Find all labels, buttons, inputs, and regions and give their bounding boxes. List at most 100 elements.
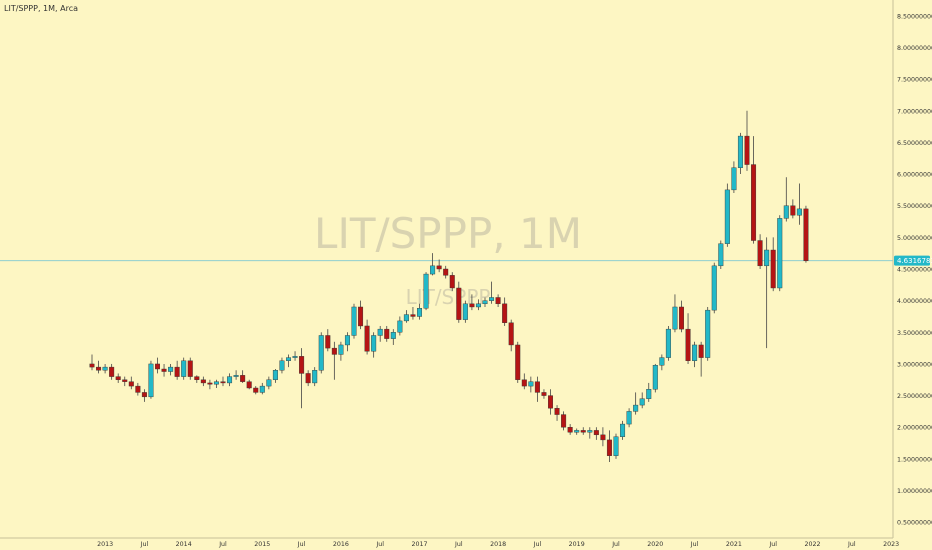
x-tick-label: Jul	[297, 541, 306, 548]
candle-body-up	[351, 306, 357, 336]
candle-body-down	[534, 381, 540, 393]
candle-body-up	[423, 273, 429, 309]
candle-body-down	[96, 366, 102, 371]
candle-body-up	[403, 314, 409, 322]
candle-body-up	[377, 328, 383, 336]
x-tick-label: 2022	[804, 541, 820, 548]
candle-body-down	[554, 408, 560, 415]
candle	[344, 332, 350, 352]
candle	[266, 376, 272, 390]
candle-body-down	[174, 366, 180, 377]
y-tick-label: 8.000000000	[897, 45, 932, 52]
candle-body-up	[292, 356, 298, 358]
candle	[751, 136, 757, 244]
last-price-tag-bg	[894, 255, 930, 266]
candle-body-up	[665, 328, 671, 358]
candle-body-up	[574, 430, 580, 433]
x-tick-label: 2020	[647, 541, 663, 548]
candle-body-up	[259, 385, 265, 393]
candle-body-down	[757, 240, 763, 267]
candle	[783, 177, 789, 222]
candle-body-up	[692, 344, 698, 361]
candle-body-down	[770, 249, 776, 289]
candle-body-down	[803, 208, 809, 261]
candle	[679, 300, 685, 333]
candle-body-up	[737, 135, 743, 168]
candle	[705, 306, 711, 361]
candle	[587, 427, 593, 439]
candle-body-up	[233, 375, 239, 377]
candle	[521, 373, 527, 390]
candle-body-up	[718, 243, 724, 267]
candle	[606, 430, 612, 463]
candle	[436, 259, 442, 273]
candle-body-down	[207, 382, 213, 385]
last-price-tag: 4.63167832	[894, 255, 932, 266]
candle	[718, 240, 724, 269]
x-tick-label: 2016	[333, 541, 349, 548]
candle	[796, 183, 802, 225]
candle	[89, 354, 95, 371]
candle-body-down	[561, 414, 567, 428]
candle-body-up	[528, 381, 534, 387]
y-tick-label: 6.000000000	[897, 172, 932, 179]
candle-body-up	[213, 381, 219, 385]
candle	[325, 329, 331, 352]
candle-body-up	[102, 366, 108, 371]
candle	[292, 351, 298, 361]
candle	[115, 373, 121, 383]
candle-body-up	[390, 332, 396, 339]
candle	[390, 329, 396, 345]
candle	[187, 357, 193, 380]
y-tick-label: 1.500000000	[897, 456, 932, 463]
candle	[410, 306, 416, 320]
candle	[371, 332, 377, 358]
candle	[593, 427, 599, 440]
candle	[692, 341, 698, 368]
x-tick-label: Jul	[690, 541, 699, 548]
x-tick-label: 2023	[883, 541, 899, 548]
candle	[731, 161, 737, 194]
candle-body-up	[659, 357, 665, 366]
candle	[541, 389, 547, 399]
candle-body-up	[796, 208, 802, 216]
candle-body-up	[417, 308, 423, 317]
candle-body-up	[633, 404, 639, 412]
candle-body-up	[266, 379, 272, 387]
candle-body-down	[246, 381, 252, 389]
candle-body-up	[286, 357, 292, 361]
candle-body-down	[790, 205, 796, 216]
candle-body-down	[600, 434, 606, 441]
candle	[194, 375, 200, 383]
candle	[299, 348, 305, 409]
watermark-main: LIT/SPPP, 1M	[314, 209, 582, 258]
candle-body-up	[731, 167, 737, 191]
candle-body-down	[89, 363, 95, 368]
x-tick-label: 2019	[569, 541, 585, 548]
candle-body-down	[744, 135, 750, 165]
candle-body-down	[240, 375, 246, 382]
candle	[141, 389, 147, 402]
candle-body-up	[475, 303, 481, 308]
candle-body-down	[580, 430, 586, 433]
candle-body-down	[502, 303, 508, 324]
candle-body-down	[515, 344, 521, 380]
y-tick-label: 3.500000000	[897, 330, 932, 337]
candle-body-down	[299, 356, 305, 374]
candle	[757, 234, 763, 269]
candle-body-up	[312, 370, 318, 384]
candle	[200, 376, 206, 387]
candle-body-up	[652, 365, 658, 390]
candle	[574, 428, 580, 435]
candle	[711, 262, 717, 314]
candle-body-up	[711, 265, 717, 311]
candle-body-up	[587, 430, 593, 433]
candle	[259, 382, 265, 395]
candle-body-up	[168, 366, 174, 372]
candle	[475, 299, 481, 311]
candle	[528, 376, 534, 393]
candle-body-down	[358, 306, 364, 327]
y-tick-label: 7.000000000	[897, 108, 932, 115]
